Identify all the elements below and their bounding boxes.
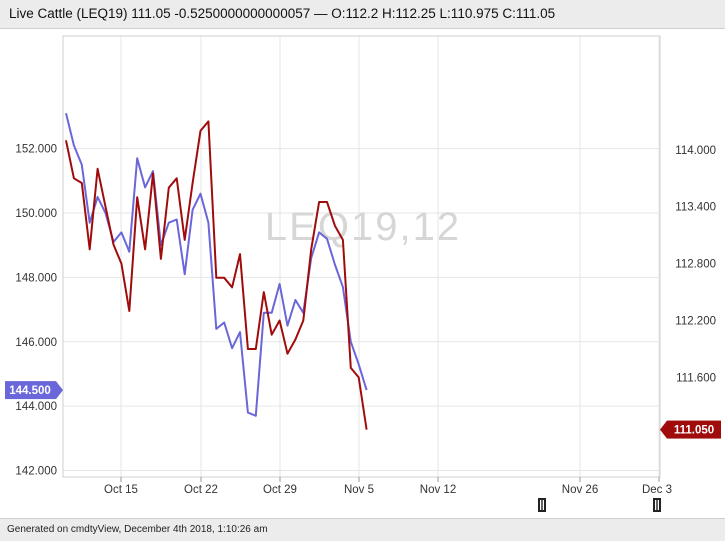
grid [63, 36, 660, 477]
x-tick-label: Dec 3 [642, 484, 672, 496]
price-chart[interactable]: LEQ19,12 142.000 144.000 146.000 148.000 150… [0, 0, 725, 518]
scroll-handle[interactable] [538, 498, 546, 512]
x-tick-label: Nov 5 [344, 484, 374, 496]
plot-area-border [62, 35, 661, 478]
x-tick-label: Oct 22 [184, 484, 218, 496]
right-tick-label: 114.000 [675, 145, 716, 157]
left-tick-label: 146.000 [15, 337, 57, 349]
x-tick-label: Oct 29 [263, 484, 297, 496]
right-current-value: 111.050 [674, 425, 714, 437]
left-tick-label: 150.000 [15, 208, 57, 220]
right-current-badge [667, 420, 721, 439]
x-tick-label: Nov 26 [562, 484, 598, 496]
right-current-badge-arrow [660, 420, 667, 439]
chart-title: Live Cattle (LEQ19) 111.05 -0.5250000000… [9, 6, 556, 21]
right-tick-label: 112.800 [675, 259, 716, 271]
series-line-right [65, 120, 368, 430]
left-axis: 142.000 144.000 146.000 148.000 150.000 152.0… [15, 144, 57, 478]
chart-title-bar: Live Cattle (LEQ19) 111.05 -0.5250000000… [0, 0, 725, 29]
x-tick-label: Oct 15 [104, 484, 138, 496]
left-current-badge-arrow [56, 381, 63, 400]
right-tick-label: 112.200 [675, 316, 716, 328]
left-current-badge [5, 381, 56, 400]
left-tick-label: 152.000 [15, 144, 57, 156]
series-line-left [65, 113, 368, 417]
series [65, 113, 368, 430]
x-tick-label: Nov 12 [420, 484, 456, 496]
x-axis: Oct 15 Oct 22 Oct 29 Nov 5 Nov 12 Nov 26 Dec 3 [104, 477, 672, 496]
right-axis: 111.600 112.200 112.800 113.400 114.000 [675, 145, 716, 385]
generated-timestamp: Generated on cmdtyView, December 4th 201… [7, 524, 268, 535]
left-tick-label: 142.000 [15, 466, 57, 478]
left-tick-label: 144.000 [15, 401, 57, 413]
right-tick-label: 111.600 [676, 372, 716, 384]
left-tick-label: 148.000 [15, 272, 57, 284]
right-tick-label: 113.400 [675, 202, 716, 214]
chart-watermark: LEQ19,12 [265, 205, 461, 249]
scroll-handle[interactable] [653, 498, 661, 512]
current-value-badges: 144.500 111.050 [5, 381, 721, 439]
footer-bar: Generated on cmdtyView, December 4th 201… [0, 518, 725, 541]
left-current-value: 144.500 [9, 385, 51, 397]
